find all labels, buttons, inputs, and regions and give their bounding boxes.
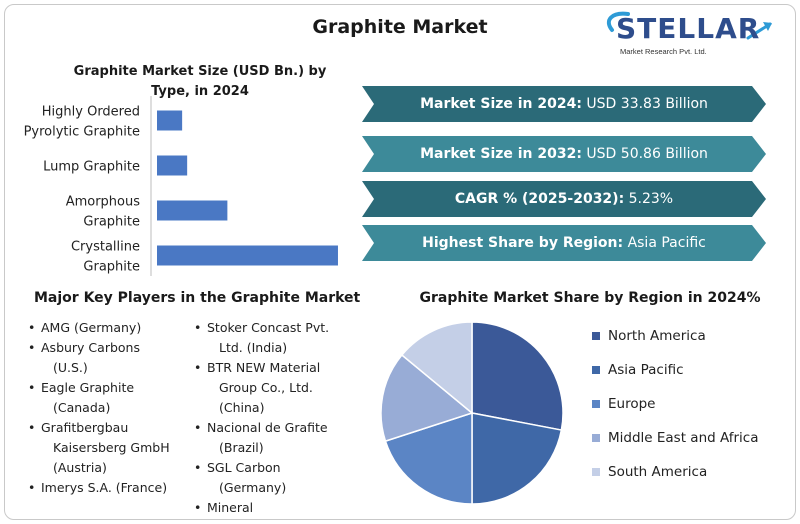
player-name-cont: (Germany) — [219, 480, 287, 495]
banner-shape — [362, 181, 766, 217]
legend-label: Middle East and Africa — [608, 430, 759, 446]
legend-swatch — [592, 400, 600, 408]
banner-shape — [362, 136, 766, 172]
pie-slice-asia-pacific — [471, 412, 563, 505]
player-item: AMG (Germany) — [28, 318, 198, 338]
bar-category-label-line: Lump Graphite — [43, 160, 140, 175]
player-name-cont: Group Co., Ltd. — [219, 380, 313, 395]
player-name-cont: (Austria) — [53, 460, 107, 475]
player-name: Mineral — [207, 500, 254, 515]
player-item: Imerys S.A. (France) — [28, 478, 198, 498]
pie-slice-south-america — [400, 321, 473, 415]
legend-swatch — [592, 366, 600, 374]
player-name-cont: Kaisersberg GmbH — [53, 440, 170, 455]
banner-highest-share: Highest Share by Region: Asia Pacific — [362, 225, 766, 261]
banner-shape — [362, 86, 766, 122]
bar-category-label-line: Crystalline — [71, 240, 140, 255]
pie-chart — [380, 321, 564, 505]
player-name: Nacional de Grafite — [207, 420, 328, 435]
banner-label: Market Size in 2032: — [420, 146, 582, 162]
players-list-right: Stoker Concast Pvt. Ltd. (India) BTR NEW M… — [194, 318, 364, 518]
legend-item: South America — [592, 462, 759, 496]
player-name-cont: (Brazil) — [219, 440, 264, 455]
banner-label: Highest Share by Region: — [422, 235, 624, 251]
pie-chart-title: Graphite Market Share by Region in 2024% — [419, 290, 761, 306]
players-title: Major Key Players in the Graphite Market — [34, 290, 361, 306]
player-name: Stoker Concast Pvt. — [207, 320, 330, 335]
banner-cagr: CAGR % (2025-2032): 5.23% — [362, 181, 766, 217]
player-name: Eagle Graphite — [41, 380, 135, 395]
legend-label: Asia Pacific — [608, 362, 684, 378]
bar-category-label-line: Highly Ordered — [42, 105, 140, 120]
player-item: BTR NEW Material Group Co., Ltd. (China) — [194, 358, 364, 418]
player-item: Stoker Concast Pvt. Ltd. (India) — [194, 318, 364, 358]
logo-text: STELLAR — [616, 12, 761, 45]
bar-category-label: Lump Graphite — [43, 160, 140, 175]
bar-0 — [157, 110, 183, 131]
legend-item: Asia Pacific — [592, 360, 759, 394]
page-title: Graphite Market — [312, 16, 488, 38]
player-name: BTR NEW Material — [207, 360, 321, 375]
banner-value: USD 33.83 Billion — [586, 96, 708, 112]
banner-value: USD 50.86 Billion — [586, 146, 708, 162]
banner-shape — [362, 225, 766, 261]
legend-swatch — [592, 332, 600, 340]
bar-category-label: Amorphous Graphite — [66, 195, 141, 230]
player-name-cont: Ltd. (India) — [219, 340, 288, 355]
legend-label: North America — [608, 328, 706, 344]
logo-subtext: Market Research Pvt. Ltd. — [620, 47, 707, 56]
player-item: Grafitbergbau Kaisersberg GmbH (Austria) — [28, 418, 198, 478]
player-name: AMG (Germany) — [41, 320, 142, 335]
banner-market-size-2032: Market Size in 2032: USD 50.86 Billion — [362, 136, 766, 172]
player-item: SGL Carbon (Germany) — [194, 458, 364, 498]
bar-chart-title-line2: Type, in 2024 — [151, 84, 249, 99]
bar-chart-title: Graphite Market Size (USD Bn.) by Type, … — [40, 62, 360, 102]
banner-value: Asia Pacific — [627, 235, 706, 251]
legend-item: Europe — [592, 394, 759, 428]
bar-chart-title-line1: Graphite Market Size (USD Bn.) by — [73, 64, 327, 79]
bar-category-label-line: Amorphous — [66, 195, 141, 210]
pie-slice-europe — [384, 411, 473, 505]
legend-swatch — [592, 468, 600, 476]
bar-chart: Highly Ordered Pyrolytic Graphite Lump Gra… — [24, 96, 338, 276]
player-name: Asbury Carbons — [41, 340, 140, 355]
logo-swoosh-icon — [606, 11, 772, 40]
bar-category-label-line: Pyrolytic Graphite — [24, 125, 140, 140]
bar-category-label: Highly Ordered Pyrolytic Graphite — [24, 105, 140, 140]
legend-label: South America — [608, 464, 708, 480]
player-item: Eagle Graphite (Canada) — [28, 378, 198, 418]
player-item: Nacional de Grafite (Brazil) — [194, 418, 364, 458]
banner-label: Market Size in 2024: — [420, 96, 582, 112]
pie-legend: North America Asia Pacific Europe Middle Ea… — [592, 326, 759, 496]
legend-swatch — [592, 434, 600, 442]
stellar-logo: STELLAR Market Research Pvt. Ltd. — [598, 8, 780, 60]
player-name-cont: (China) — [219, 400, 265, 415]
bar-category-label-line: Graphite — [83, 260, 140, 275]
bar-3 — [157, 245, 338, 266]
bar-2 — [157, 200, 228, 221]
bar-category-label: Crystalline Graphite — [71, 240, 140, 275]
pie-slice-north-america — [471, 321, 564, 431]
player-item: Mineral — [194, 498, 364, 518]
bar-category-label-line: Graphite — [83, 215, 140, 230]
players-list-left: AMG (Germany) Asbury Carbons (U.S.) Eagle G… — [28, 318, 198, 498]
banner-label: CAGR % (2025-2032): — [454, 191, 625, 207]
pie-slice-middle-east-and-africa — [380, 353, 474, 443]
player-name: Imerys S.A. (France) — [41, 480, 168, 495]
legend-item: North America — [592, 326, 759, 360]
bar-1 — [157, 155, 188, 176]
player-name-cont: (Canada) — [53, 400, 111, 415]
legend-label: Europe — [608, 396, 656, 412]
banner-value: 5.23% — [628, 191, 674, 207]
player-name: Grafitbergbau — [41, 420, 129, 435]
player-item: Asbury Carbons (U.S.) — [28, 338, 198, 378]
player-name-cont: (U.S.) — [53, 360, 88, 375]
legend-item: Middle East and Africa — [592, 428, 759, 462]
player-name: SGL Carbon — [207, 460, 281, 475]
banner-market-size-2024: Market Size in 2024: USD 33.83 Billion — [362, 86, 766, 122]
